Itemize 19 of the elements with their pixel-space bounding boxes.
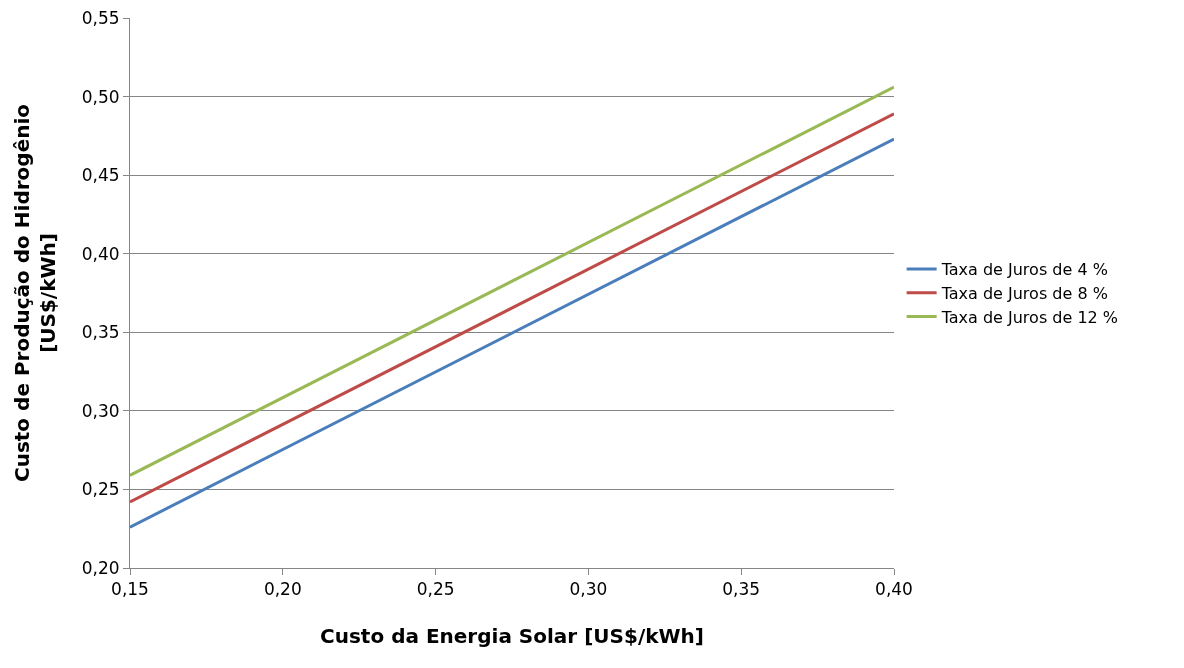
y-tick-label: 0,45	[81, 165, 120, 186]
y-tick-label: 0,25	[81, 479, 120, 500]
y-tick-label: 0,40	[81, 243, 120, 264]
x-tick-label: 0,30	[569, 579, 608, 600]
x-tick-label: 0,15	[111, 579, 149, 600]
x-tick-label: 0,35	[722, 579, 761, 600]
x-tick-label: 0,20	[263, 579, 302, 600]
y-tick-label: 0,50	[81, 86, 120, 107]
y-tick-label: 0,55	[81, 7, 120, 28]
x-tick-label: 0,25	[416, 579, 455, 600]
legend-label: Taxa de Juros de 8 %	[940, 283, 1108, 303]
x-axis-title: Custo da Energia Solar [US$/kWh]	[320, 623, 704, 648]
x-tick-label: 0,40	[875, 579, 913, 600]
y-tick-label: 0,35	[81, 322, 120, 343]
y-axis-title: Custo de Produção do Hidrogênio [US$/kWh]	[10, 103, 61, 483]
legend-label: Taxa de Juros de 12 %	[940, 307, 1119, 327]
y-tick-label: 0,20	[81, 557, 120, 578]
legend-label: Taxa de Juros de 4 %	[940, 260, 1108, 280]
y-tick-label: 0,30	[81, 400, 120, 421]
